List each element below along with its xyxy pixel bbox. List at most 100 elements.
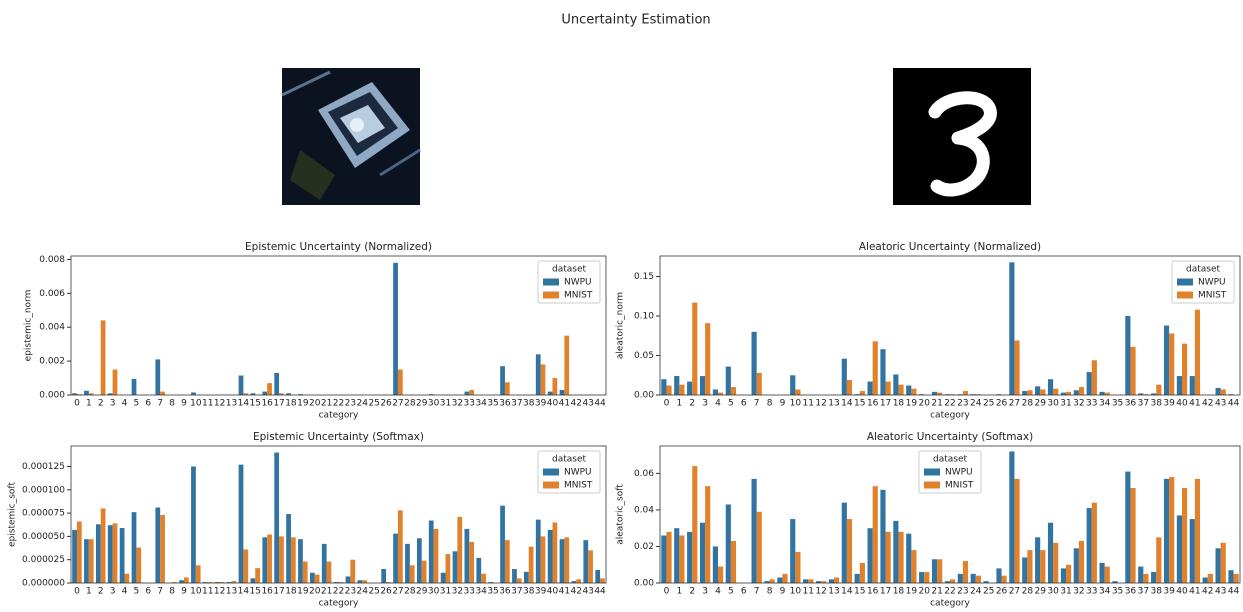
bar — [971, 574, 976, 583]
x-tick-label: 43 — [1215, 587, 1226, 597]
bar — [481, 574, 486, 583]
x-tick-label: 41 — [559, 399, 570, 409]
bar — [976, 576, 981, 583]
bar — [500, 506, 505, 583]
bar — [752, 479, 757, 583]
chart-title: Aleatoric Uncertainty (Softmax) — [867, 431, 1033, 443]
bar — [958, 574, 963, 583]
bar — [1164, 326, 1169, 396]
bar — [434, 529, 439, 583]
x-tick-label: 43 — [582, 587, 593, 597]
bar — [393, 534, 398, 583]
bar — [251, 578, 256, 583]
legend-swatch — [924, 482, 940, 489]
x-tick-label: 0 — [664, 399, 670, 409]
x-tick-label: 12 — [815, 587, 826, 597]
bar — [1079, 387, 1084, 395]
x-tick-label: 27 — [392, 587, 403, 597]
bar — [262, 537, 267, 583]
bar — [1009, 451, 1014, 583]
x-tick-label: 16 — [867, 587, 879, 597]
legend-swatch — [1177, 279, 1193, 286]
x-tick-label: 36 — [1125, 587, 1137, 597]
x-tick-label: 31 — [1060, 587, 1071, 597]
bar — [950, 579, 955, 583]
x-tick-label: 1 — [86, 399, 92, 409]
x-tick-label: 30 — [1047, 587, 1059, 597]
x-tick-label: 0 — [74, 587, 80, 597]
x-tick-label: 35 — [1112, 587, 1123, 597]
x-tick-label: 3 — [702, 399, 708, 409]
x-tick-label: 34 — [475, 587, 487, 597]
page: Uncertainty Estimation Epistemic Uncerta… — [0, 0, 1243, 612]
x-tick-label: 12 — [214, 399, 225, 409]
bar — [679, 385, 684, 395]
x-tick-label: 35 — [487, 399, 498, 409]
x-tick-label: 5 — [134, 587, 140, 597]
x-tick-label: 32 — [1073, 399, 1084, 409]
bar — [77, 521, 82, 583]
x-tick-label: 11 — [202, 587, 213, 597]
bar — [101, 508, 106, 583]
bar — [298, 539, 303, 583]
x-tick-label: 16 — [261, 587, 273, 597]
bar — [752, 332, 757, 395]
bar — [1130, 347, 1135, 395]
x-tick-label: 38 — [1150, 587, 1162, 597]
bar — [108, 525, 113, 583]
bar — [687, 532, 692, 583]
bar — [692, 466, 697, 583]
bar — [1074, 548, 1079, 583]
bar — [1053, 389, 1058, 395]
x-tick-label: 6 — [741, 399, 747, 409]
y-tick-label: 0.000000 — [22, 579, 65, 589]
bar — [911, 389, 916, 395]
x-tick-label: 39 — [535, 399, 547, 409]
x-tick-label: 23 — [957, 587, 968, 597]
x-tick-label: 12 — [815, 399, 826, 409]
bar — [469, 390, 474, 395]
bar — [1066, 392, 1071, 395]
y-tick-label: 0.000025 — [22, 555, 65, 565]
bar — [713, 546, 718, 583]
x-tick-label: 44 — [594, 587, 606, 597]
bar — [315, 575, 320, 583]
bar — [847, 519, 852, 583]
x-tick-label: 13 — [226, 399, 237, 409]
x-tick-label: 8 — [169, 587, 175, 597]
bar — [726, 367, 731, 395]
x-tick-label: 5 — [728, 587, 734, 597]
bar — [790, 519, 795, 583]
bar — [731, 541, 736, 583]
y-tick-label: 0.004 — [39, 323, 65, 333]
bar — [429, 521, 434, 583]
bar — [96, 524, 101, 583]
x-tick-label: 37 — [511, 399, 522, 409]
legend-swatch — [543, 292, 559, 299]
x-tick-label: 26 — [996, 587, 1008, 597]
bar — [89, 539, 94, 583]
bar — [963, 391, 968, 395]
bar — [381, 569, 386, 583]
bar — [829, 579, 834, 583]
bar — [1027, 390, 1032, 395]
bar — [932, 559, 937, 583]
bar — [529, 547, 534, 583]
bar — [239, 465, 244, 583]
legend-label: MNIST — [1198, 291, 1227, 301]
bar — [1169, 477, 1174, 583]
x-tick-label: 9 — [780, 399, 786, 409]
legend-label: MNIST — [945, 481, 974, 491]
bar — [1156, 385, 1161, 395]
bar — [398, 370, 403, 395]
bar — [687, 382, 692, 395]
x-tick-label: 42 — [571, 399, 582, 409]
aerial-image — [282, 68, 420, 205]
x-tick-label: 5 — [134, 399, 140, 409]
x-axis-label: category — [319, 599, 359, 609]
x-tick-label: 13 — [828, 587, 839, 597]
bar — [1156, 537, 1161, 583]
x-tick-label: 38 — [1150, 399, 1162, 409]
x-tick-label: 27 — [1009, 399, 1020, 409]
